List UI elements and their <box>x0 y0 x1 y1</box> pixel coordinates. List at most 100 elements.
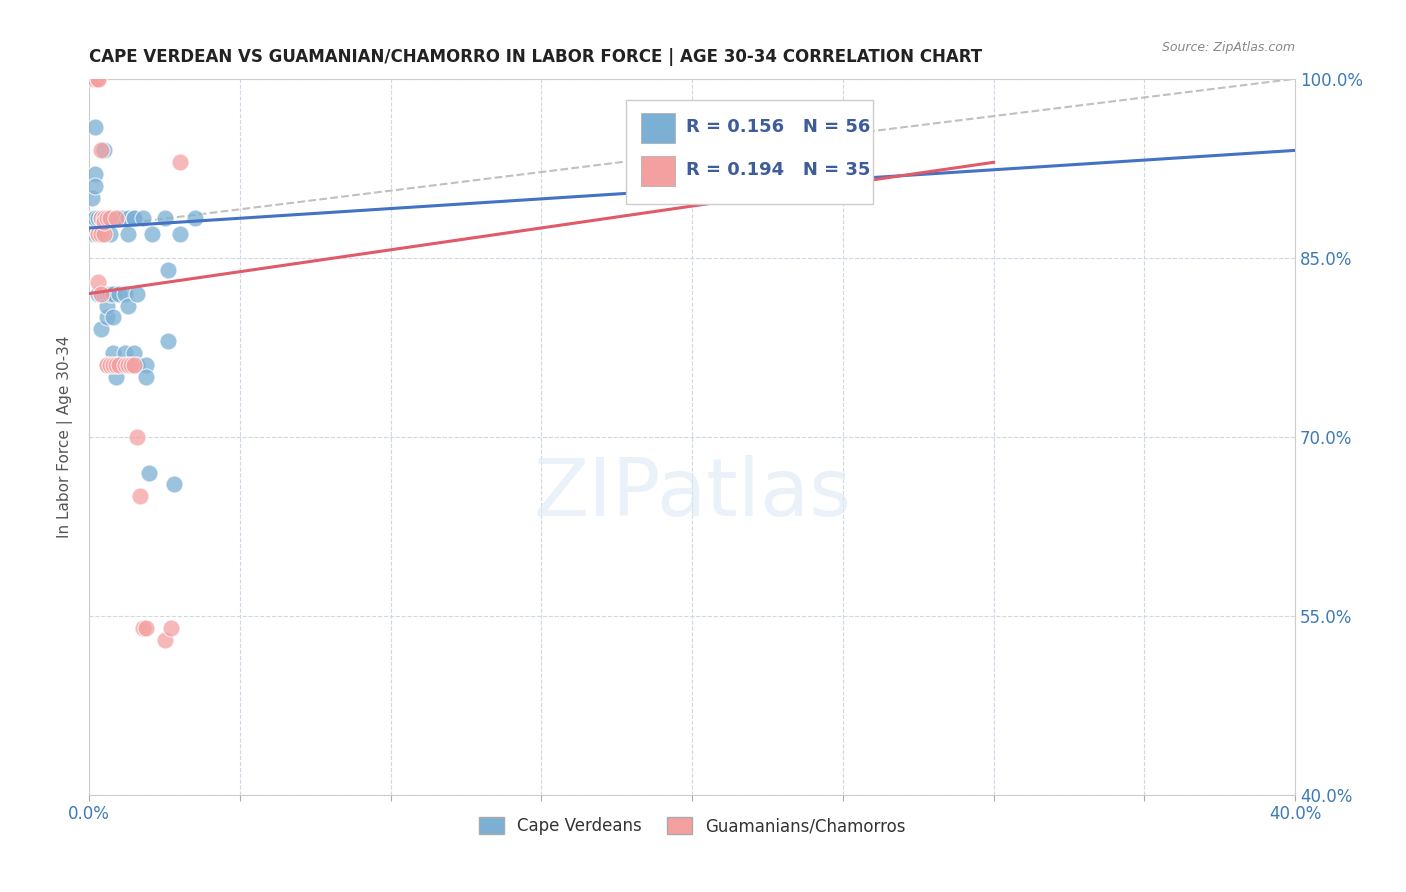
Point <box>103 346 125 360</box>
Point <box>120 358 142 372</box>
Point <box>111 211 134 226</box>
Point <box>93 286 115 301</box>
Point <box>90 211 112 226</box>
Point <box>156 334 179 349</box>
Point <box>90 286 112 301</box>
Point <box>105 211 128 226</box>
FancyBboxPatch shape <box>641 113 675 144</box>
Point <box>117 227 139 241</box>
Point <box>108 211 131 226</box>
Point <box>124 211 146 226</box>
Point <box>124 211 146 226</box>
Point <box>96 211 118 226</box>
Point <box>84 211 107 226</box>
Point <box>98 211 121 226</box>
Point <box>96 358 118 372</box>
Point <box>84 167 107 181</box>
Point <box>84 211 107 226</box>
Point <box>96 298 118 312</box>
Point <box>127 430 149 444</box>
Point <box>90 211 112 226</box>
Point <box>93 211 115 226</box>
Point <box>87 286 110 301</box>
Point <box>90 286 112 301</box>
Point <box>156 262 179 277</box>
Text: R = 0.156   N = 56: R = 0.156 N = 56 <box>686 119 870 136</box>
Point <box>90 227 112 241</box>
Point <box>159 621 181 635</box>
Point <box>124 358 146 372</box>
Point <box>114 358 136 372</box>
Point <box>105 358 128 372</box>
Point <box>96 211 118 226</box>
Point <box>127 286 149 301</box>
Point <box>129 490 152 504</box>
Y-axis label: In Labor Force | Age 30-34: In Labor Force | Age 30-34 <box>58 335 73 538</box>
Point <box>98 358 121 372</box>
Point <box>90 322 112 336</box>
Point <box>138 466 160 480</box>
Point <box>96 286 118 301</box>
Point <box>135 358 157 372</box>
Legend: Cape Verdeans, Guamanians/Chamorros: Cape Verdeans, Guamanians/Chamorros <box>470 809 914 844</box>
Point <box>135 370 157 384</box>
Point <box>114 286 136 301</box>
Point <box>87 227 110 241</box>
Point <box>103 358 125 372</box>
FancyBboxPatch shape <box>641 156 675 186</box>
Point <box>162 477 184 491</box>
Text: Source: ZipAtlas.com: Source: ZipAtlas.com <box>1161 41 1295 54</box>
Point <box>84 211 107 226</box>
Point <box>117 211 139 226</box>
Point <box>103 286 125 301</box>
Text: CAPE VERDEAN VS GUAMANIAN/CHAMORRO IN LABOR FORCE | AGE 30-34 CORRELATION CHART: CAPE VERDEAN VS GUAMANIAN/CHAMORRO IN LA… <box>89 48 983 66</box>
Point <box>108 358 131 372</box>
Point <box>93 227 115 241</box>
Point <box>105 358 128 372</box>
Point <box>153 632 176 647</box>
Point <box>87 71 110 86</box>
Point <box>114 346 136 360</box>
Point <box>87 275 110 289</box>
Point <box>87 227 110 241</box>
Point <box>82 71 104 86</box>
Point <box>124 346 146 360</box>
Point <box>82 191 104 205</box>
Point <box>82 211 104 226</box>
Point <box>98 286 121 301</box>
FancyBboxPatch shape <box>626 100 873 204</box>
Point <box>103 310 125 325</box>
Point <box>169 155 191 169</box>
Point <box>93 144 115 158</box>
Text: ZIPatlas: ZIPatlas <box>533 455 851 533</box>
Point <box>90 227 112 241</box>
Point <box>127 358 149 372</box>
Point <box>132 621 155 635</box>
Point <box>141 227 163 241</box>
Text: R = 0.194   N = 35: R = 0.194 N = 35 <box>686 161 870 179</box>
Point <box>96 211 118 226</box>
Point <box>82 71 104 86</box>
Point <box>169 227 191 241</box>
Point <box>84 71 107 86</box>
Point <box>117 358 139 372</box>
Point <box>84 179 107 194</box>
Point <box>132 211 155 226</box>
Point <box>108 286 131 301</box>
Point <box>98 227 121 241</box>
Point <box>96 310 118 325</box>
Point <box>93 211 115 226</box>
Point <box>96 358 118 372</box>
Point <box>135 621 157 635</box>
Point <box>87 71 110 86</box>
Point <box>153 211 176 226</box>
Point <box>90 144 112 158</box>
Point <box>82 227 104 241</box>
Point <box>84 227 107 241</box>
Point <box>93 215 115 229</box>
Point <box>183 211 205 226</box>
Point <box>84 120 107 134</box>
Point <box>87 211 110 226</box>
Point <box>105 370 128 384</box>
Point <box>117 298 139 312</box>
